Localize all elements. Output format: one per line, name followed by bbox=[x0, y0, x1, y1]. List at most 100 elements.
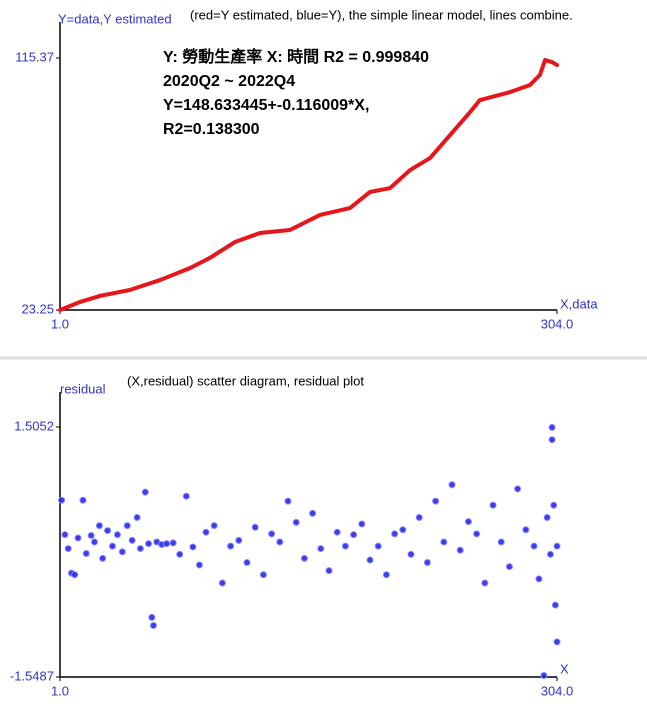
residual-point bbox=[108, 542, 116, 550]
residual-point bbox=[548, 436, 556, 444]
residual-point bbox=[530, 542, 538, 550]
residual-point bbox=[350, 531, 358, 539]
residual-point bbox=[543, 513, 551, 521]
residual-point bbox=[210, 522, 218, 530]
residual-point bbox=[136, 545, 144, 553]
residual-point bbox=[551, 601, 559, 609]
residual-point bbox=[90, 538, 98, 546]
residual-point bbox=[440, 538, 448, 546]
residual-point bbox=[514, 485, 522, 493]
residual-point bbox=[268, 530, 276, 538]
residual-point bbox=[202, 528, 210, 536]
residual-point bbox=[300, 554, 308, 562]
residual-point bbox=[104, 527, 112, 535]
x-tick-label: 1.0 bbox=[51, 316, 69, 331]
residual-point bbox=[317, 545, 325, 553]
residual-point bbox=[489, 501, 497, 509]
residual-point bbox=[118, 548, 126, 556]
residual-point bbox=[473, 530, 481, 538]
residual-point bbox=[374, 542, 382, 550]
x-tick-label: 304.0 bbox=[541, 316, 574, 331]
residual-point bbox=[95, 522, 103, 530]
residual-point bbox=[423, 558, 431, 566]
residual-point bbox=[325, 567, 333, 575]
residual-point bbox=[99, 554, 107, 562]
residual-point bbox=[113, 531, 121, 539]
y-tick-label: 1.5052 bbox=[14, 418, 54, 433]
residual-point bbox=[251, 523, 259, 531]
residual-point bbox=[145, 540, 153, 548]
residual-point bbox=[61, 531, 69, 539]
residual-point bbox=[464, 518, 472, 526]
residual-point bbox=[74, 534, 82, 542]
residual-point bbox=[341, 542, 349, 550]
y-tick-label: 115.37 bbox=[15, 49, 54, 64]
residual-point bbox=[540, 671, 548, 679]
annotation: Y=148.633445+-0.116009*X, bbox=[163, 97, 369, 114]
residual-point bbox=[497, 538, 505, 546]
x-tick-label: 1.0 bbox=[51, 683, 69, 698]
data-line bbox=[58, 58, 559, 312]
residual-point bbox=[522, 526, 530, 534]
y-tick-label: 23.25 bbox=[21, 301, 54, 316]
annotation: R2=0.138300 bbox=[163, 121, 260, 138]
residual-point bbox=[382, 571, 390, 579]
x-axis-label: X bbox=[560, 661, 569, 676]
residual-point bbox=[141, 488, 149, 496]
residual-point bbox=[292, 518, 300, 526]
residual-point bbox=[87, 531, 95, 539]
residual-point bbox=[399, 526, 407, 534]
residual-point bbox=[148, 613, 156, 621]
residual-point bbox=[553, 542, 561, 550]
residual-point bbox=[189, 543, 197, 551]
residual-point bbox=[182, 492, 190, 500]
residual-point bbox=[64, 545, 72, 553]
residual-point bbox=[259, 571, 267, 579]
y-axis-label: residual bbox=[60, 381, 106, 396]
residual-point bbox=[366, 556, 374, 564]
residual-point bbox=[358, 520, 366, 528]
residual-point bbox=[235, 536, 243, 544]
residual-point bbox=[553, 638, 561, 646]
residual-point bbox=[133, 513, 141, 521]
residual-point bbox=[71, 571, 79, 579]
residual-point bbox=[284, 497, 292, 505]
residual-point bbox=[415, 513, 423, 521]
annotation: Y: 勞動生產率 X: 時間 R2 = 0.999840 bbox=[163, 47, 429, 66]
residual-point bbox=[218, 579, 226, 587]
residual-point bbox=[195, 561, 203, 569]
residual-point bbox=[176, 550, 184, 558]
residual-point bbox=[227, 542, 235, 550]
chart-title: (red=Y estimated, blue=Y), the simple li… bbox=[190, 7, 573, 22]
residual-point bbox=[128, 536, 136, 544]
residual-point bbox=[448, 481, 456, 489]
annotation: 2020Q2 ~ 2022Q4 bbox=[163, 73, 295, 90]
residual-point bbox=[82, 549, 90, 557]
residual-point bbox=[169, 539, 177, 547]
residual-point bbox=[123, 522, 131, 530]
residual-point bbox=[481, 579, 489, 587]
residual-point bbox=[391, 530, 399, 538]
residual-point bbox=[79, 496, 87, 504]
x-axis-label: X,data bbox=[560, 296, 598, 311]
residual-point bbox=[456, 546, 464, 554]
y-axis-label: Y=data,Y estimated bbox=[58, 11, 172, 26]
residual-point bbox=[548, 423, 556, 431]
residual-point bbox=[163, 540, 171, 548]
y-tick-label: -1.5487 bbox=[10, 668, 54, 683]
residual-point bbox=[309, 509, 317, 517]
chart-title: (X,residual) scatter diagram, residual p… bbox=[127, 373, 364, 388]
residual-point bbox=[546, 550, 554, 558]
residual-point bbox=[333, 528, 341, 536]
residual-point bbox=[550, 501, 558, 509]
residual-point bbox=[407, 550, 415, 558]
residual-point bbox=[505, 563, 513, 571]
residual-point bbox=[149, 622, 157, 630]
residual-point bbox=[58, 496, 66, 504]
residual-point bbox=[243, 558, 251, 566]
residual-point bbox=[535, 575, 543, 583]
residual-point bbox=[276, 538, 284, 546]
residual-point bbox=[432, 497, 440, 505]
x-tick-label: 304.0 bbox=[541, 683, 574, 698]
